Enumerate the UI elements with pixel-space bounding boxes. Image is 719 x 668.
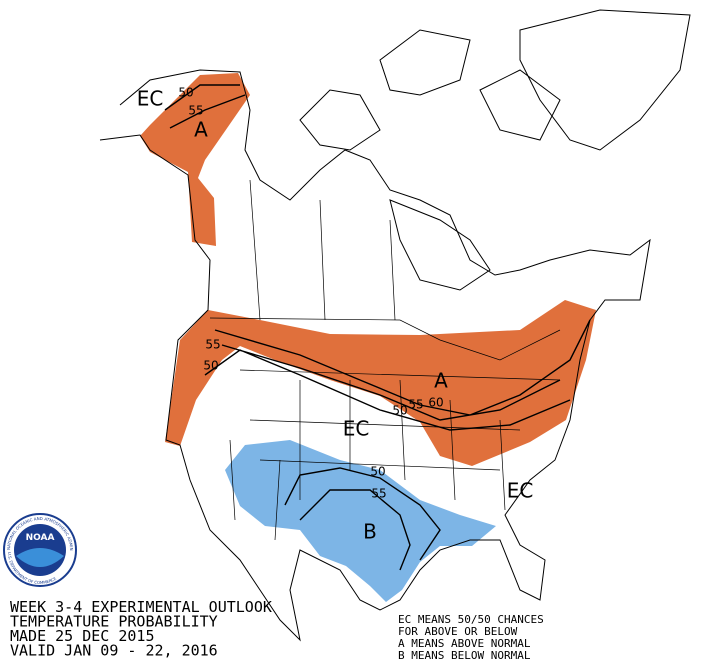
- map-label: A: [194, 118, 208, 142]
- map-label: EC: [507, 479, 534, 503]
- map-label: EC: [343, 417, 370, 441]
- map-label: 50: [203, 359, 218, 373]
- logo-wave: [16, 548, 64, 567]
- map-label: 55: [408, 398, 423, 412]
- map-label: 55: [188, 104, 203, 118]
- map-label: 55: [371, 487, 386, 501]
- header-line: MADE 25 DEC 2015: [10, 627, 155, 645]
- above-region-alaska: [140, 73, 250, 246]
- legend-line: EC MEANS 50/50 CHANCES: [398, 613, 544, 626]
- logo-text: NOAA: [26, 533, 55, 543]
- greenland: [519, 9, 691, 151]
- legend-line: B MEANS BELOW NORMAL: [398, 649, 531, 662]
- hudson-bay: [389, 199, 491, 291]
- map-label: EC: [137, 87, 164, 111]
- header-line: WEEK 3-4 EXPERIMENTAL OUTLOOK: [10, 598, 272, 616]
- map-label: 50: [370, 465, 385, 479]
- coastline: [99, 69, 651, 642]
- below-region: [225, 440, 496, 602]
- map-label: 50: [178, 86, 193, 100]
- above-region-band: [165, 300, 596, 466]
- legend-line: A MEANS ABOVE NORMAL: [398, 637, 531, 650]
- legend-line: FOR ABOVE OR BELOW: [398, 625, 518, 638]
- borders: [209, 179, 561, 541]
- map-label: 60: [428, 396, 443, 410]
- header-line: TEMPERATURE PROBABILITY: [10, 613, 218, 631]
- header: WEEK 3-4 EXPERIMENTAL OUTLOOKTEMPERATURE…: [10, 598, 272, 660]
- map-label: 50: [392, 404, 407, 418]
- map-label: 55: [205, 338, 220, 352]
- map-label: A: [434, 369, 448, 393]
- arctic-islands: [299, 29, 561, 151]
- map-label: B: [363, 520, 377, 544]
- header-line: VALID JAN 09 - 22, 2016: [10, 642, 218, 660]
- contour: [164, 84, 591, 571]
